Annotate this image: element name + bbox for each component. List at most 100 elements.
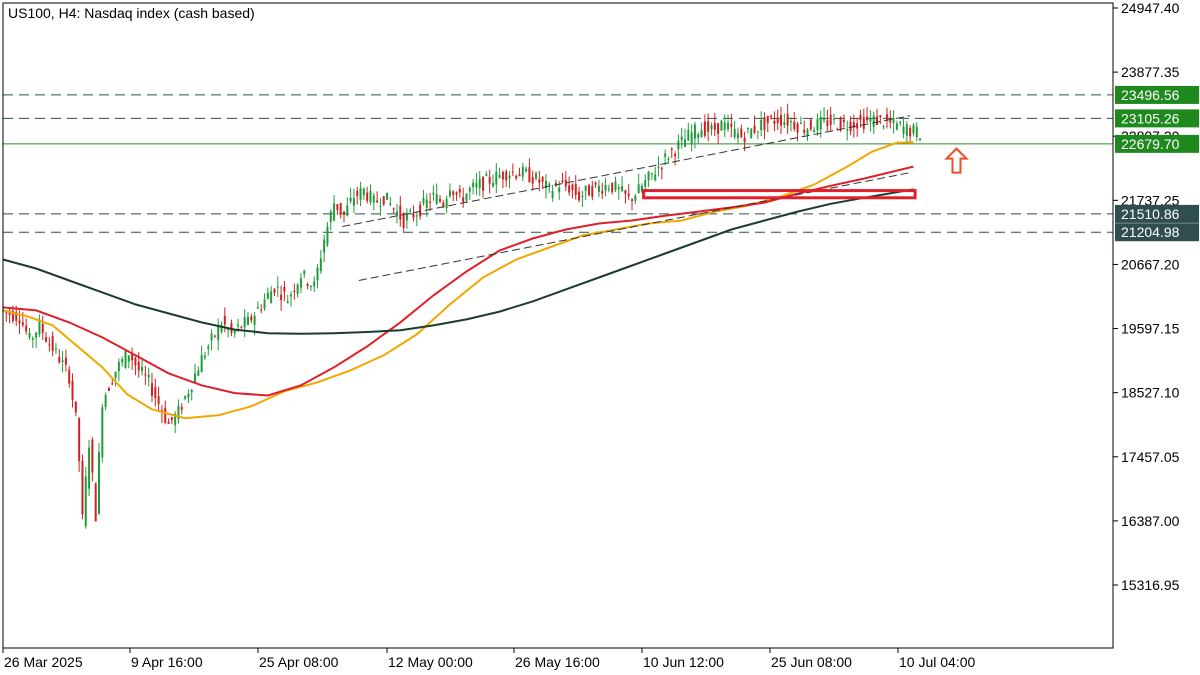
candle-body	[313, 281, 316, 287]
candle-body	[18, 320, 21, 324]
candle-body	[71, 380, 74, 400]
candle-body	[233, 330, 236, 334]
candle-body	[885, 114, 888, 121]
moving-average-line	[2, 165, 914, 397]
candle-body	[157, 396, 160, 405]
candle-body	[720, 120, 723, 131]
candle-body	[200, 354, 203, 373]
candle-body	[789, 121, 792, 123]
candle-body	[429, 201, 432, 203]
candle-body	[541, 176, 544, 182]
candle-body	[515, 175, 518, 179]
candle-body	[766, 115, 769, 123]
candle-body	[793, 121, 796, 129]
candle-body	[581, 195, 584, 197]
candle-body	[111, 383, 114, 385]
candle-body	[58, 357, 61, 363]
candle-body	[422, 198, 425, 204]
candle-body	[611, 182, 614, 193]
candle-body	[842, 119, 845, 123]
candle-body	[909, 128, 912, 137]
candle-body	[601, 191, 604, 194]
candle-body	[415, 215, 418, 217]
candle-body	[435, 194, 438, 204]
candle-body	[41, 323, 44, 333]
candle-body	[687, 129, 690, 141]
candle-body	[68, 369, 71, 384]
candle-body	[564, 180, 567, 187]
candle-body	[38, 319, 41, 335]
candle-body	[491, 183, 494, 187]
candle-body	[869, 118, 872, 122]
candle-body	[667, 158, 670, 160]
price-level-tag: 22679.70	[1115, 134, 1199, 153]
candle-body	[796, 123, 799, 133]
candle-body	[485, 174, 488, 176]
candle-body	[478, 178, 481, 189]
candle-body	[25, 325, 28, 332]
candle-body	[799, 122, 802, 124]
candle-body	[455, 192, 458, 195]
candle-body	[803, 129, 806, 133]
candle-body	[912, 125, 915, 134]
candle-body	[707, 121, 710, 132]
candle-body	[548, 183, 551, 185]
candle-body	[121, 359, 124, 363]
candle-body	[640, 185, 643, 192]
candle-body	[21, 322, 24, 326]
candle-body	[366, 192, 369, 201]
candle-body	[617, 187, 620, 189]
candle-body	[326, 226, 329, 245]
price-level-tag: 23105.26	[1115, 109, 1199, 128]
candle-body	[359, 187, 362, 200]
candle-body	[306, 283, 309, 287]
price-level-label: 21510.86	[1121, 206, 1180, 222]
candle-body	[213, 335, 216, 337]
candle-body	[518, 174, 521, 177]
x-tick-label: 26 May 16:00	[515, 654, 600, 670]
candle-body	[362, 188, 365, 195]
candle-body	[78, 418, 81, 462]
candle-body	[501, 171, 504, 180]
candle-body	[217, 324, 220, 341]
candle-body	[558, 187, 561, 193]
candle-body	[637, 184, 640, 194]
candle-body	[670, 148, 673, 150]
candle-body	[237, 324, 240, 327]
candle-body	[723, 122, 726, 130]
candle-body	[571, 184, 574, 191]
candle-body	[144, 374, 147, 376]
candle-body	[372, 195, 375, 203]
candle-body	[442, 202, 445, 207]
plot-frame	[2, 2, 1114, 649]
candle-body	[296, 284, 299, 295]
candle-body	[475, 182, 478, 188]
candle-body	[531, 176, 534, 184]
candle-body	[770, 115, 773, 118]
candle-body	[197, 370, 200, 376]
candlesticks	[2, 103, 922, 529]
candle-body	[760, 119, 763, 131]
candle-body	[535, 173, 538, 179]
candle-body	[829, 114, 832, 125]
price-level-label: 21204.98	[1121, 224, 1180, 240]
candle-body	[81, 460, 84, 515]
y-tick-label: 15316.95	[1121, 577, 1180, 593]
candle-body	[839, 117, 842, 130]
y-tick-label: 24947.40	[1121, 0, 1180, 16]
candle-body	[746, 127, 749, 129]
y-tick-label: 19597.15	[1121, 321, 1180, 337]
candle-body	[650, 173, 653, 175]
candle-body	[432, 192, 435, 195]
candle-body	[412, 213, 415, 218]
candle-body	[319, 258, 322, 272]
candle-body	[174, 413, 177, 426]
candle-body	[826, 120, 829, 126]
candle-body	[872, 115, 875, 128]
candle-body	[813, 130, 816, 133]
x-tick-label: 10 Jun 12:00	[643, 654, 724, 670]
price-level-label: 22679.70	[1121, 136, 1180, 152]
candle-body	[134, 357, 137, 366]
candle-body	[124, 350, 127, 368]
price-level-tag: 21510.86	[1115, 204, 1199, 223]
